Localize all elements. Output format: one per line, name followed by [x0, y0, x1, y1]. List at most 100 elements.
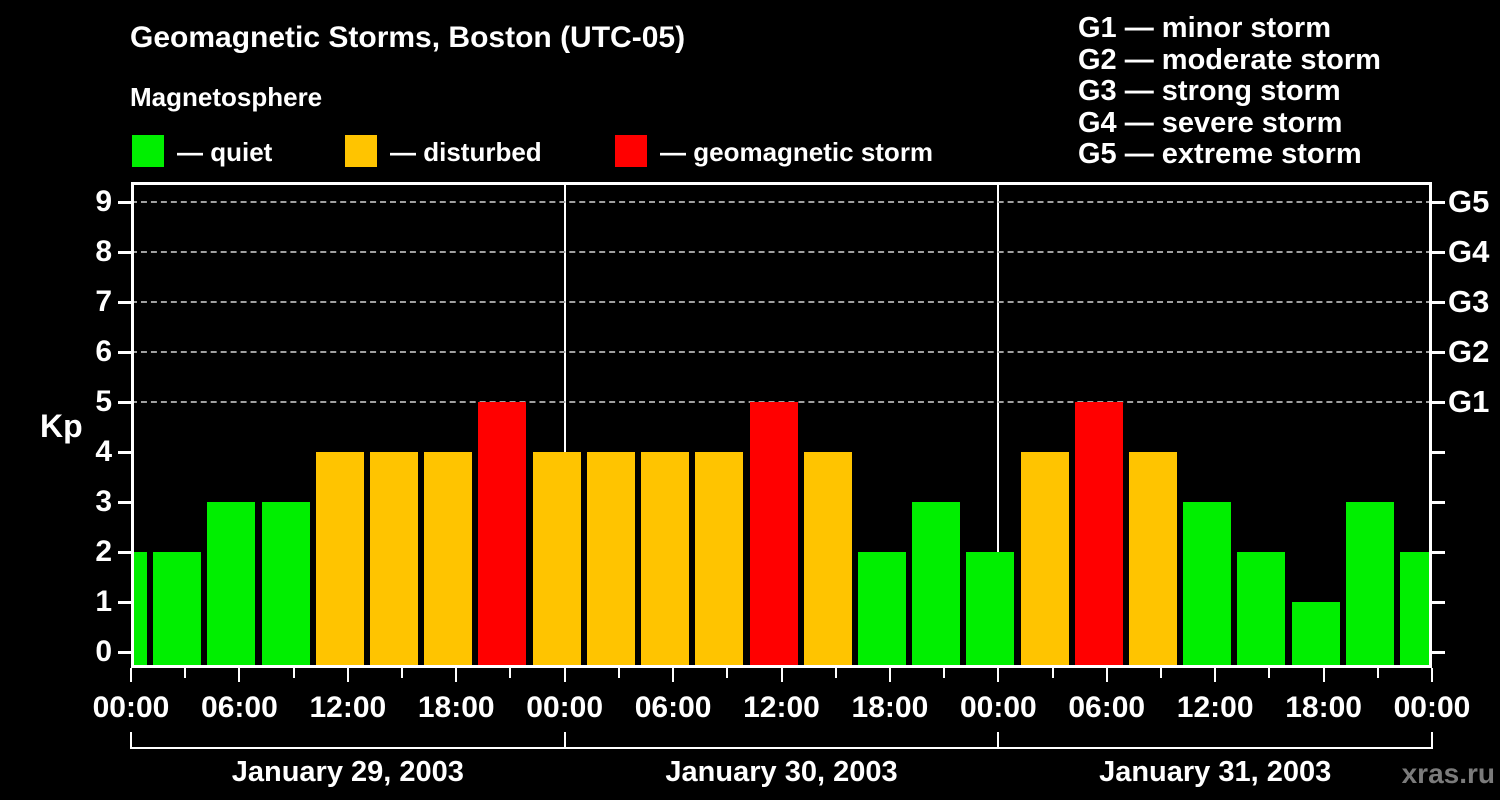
- x-axis-tick: [1431, 668, 1433, 682]
- x-axis-label: 18:00: [417, 691, 495, 724]
- x-axis-tick: [834, 668, 837, 678]
- right-axis-tick: [1432, 301, 1445, 304]
- x-axis-label: 12:00: [309, 691, 387, 724]
- kp-bar: [207, 502, 256, 668]
- right-axis-tick: [1432, 351, 1445, 354]
- x-axis-tick: [455, 668, 458, 682]
- x-axis-label: 12:00: [743, 691, 820, 724]
- x-axis-label: 00:00: [959, 691, 1037, 724]
- kp-bar: [912, 502, 961, 668]
- disturbed-legend-label: — disturbed: [390, 137, 542, 167]
- y-axis-tick: [118, 451, 131, 454]
- storm-legend-label: — geomagnetic storm: [660, 137, 934, 167]
- y-axis-title: Kp: [40, 408, 83, 444]
- kp-bar: [749, 402, 798, 668]
- disturbed-legend-swatch-icon: [345, 135, 377, 167]
- g-scale-label-g5: G5: [1448, 184, 1490, 219]
- kp-bar: [1400, 552, 1432, 668]
- kp-bar: [586, 452, 635, 668]
- x-axis-tick: [1159, 668, 1162, 678]
- x-axis-tick: [1268, 668, 1271, 678]
- x-axis-label: 00:00: [1393, 691, 1471, 724]
- kp-bar: [1074, 402, 1123, 668]
- storm-scale-line-g3: G3 — strong storm: [1078, 75, 1341, 107]
- x-axis-tick: [672, 668, 675, 682]
- right-axis-tick: [1432, 401, 1445, 404]
- y-axis-label: 2: [95, 535, 112, 568]
- g-scale-label-g4: G4: [1448, 234, 1490, 269]
- y-axis-tick: [118, 301, 131, 304]
- y-axis-label: 5: [95, 385, 112, 418]
- y-axis-tick: [118, 601, 131, 604]
- y-axis-tick: [118, 651, 131, 654]
- kp-bar: [803, 452, 852, 668]
- x-axis-label: 12:00: [1176, 691, 1254, 724]
- g-scale-label-g2: G2: [1448, 334, 1490, 369]
- right-axis-tick: [1432, 201, 1445, 204]
- storm-legend-swatch-icon: [615, 135, 647, 167]
- kp-bar: [1183, 502, 1232, 668]
- x-axis-tick: [1105, 668, 1108, 682]
- kp-bar: [1020, 452, 1069, 668]
- right-axis-tick: [1432, 251, 1445, 254]
- gridline-kp8: [131, 251, 1432, 253]
- kp-bar: [966, 552, 1015, 668]
- kp-bar: [695, 452, 744, 668]
- x-axis-label: 06:00: [201, 691, 278, 724]
- storm-scale-line-g4: G4 — severe storm: [1078, 106, 1343, 139]
- kp-bar: [261, 502, 310, 668]
- day-label: January 30, 2003: [665, 756, 898, 788]
- x-axis-label: 00:00: [92, 691, 170, 724]
- watermark: xras.ru: [1401, 758, 1495, 789]
- y-axis-label: 7: [95, 285, 112, 318]
- kp-bar: [478, 402, 527, 668]
- right-axis-tick: [1432, 651, 1445, 654]
- x-axis-tick: [943, 668, 946, 678]
- y-axis-label: 3: [95, 485, 112, 518]
- x-axis-tick: [238, 668, 241, 682]
- storm-scale-line-g1: G1 — minor storm: [1078, 12, 1331, 44]
- x-axis-tick: [726, 668, 729, 678]
- right-axis-tick: [1432, 451, 1445, 454]
- quiet-legend-label: — quiet: [177, 137, 273, 167]
- gridline-kp7: [131, 301, 1432, 303]
- quiet-legend-swatch-icon: [132, 135, 164, 167]
- y-axis-tick: [118, 201, 131, 204]
- x-axis-tick: [1051, 668, 1054, 678]
- kp-bar: [131, 552, 147, 668]
- x-axis-label: 06:00: [634, 691, 712, 724]
- x-axis-tick: [1214, 668, 1217, 682]
- x-axis-tick: [401, 668, 404, 678]
- x-axis-tick: [1322, 668, 1325, 682]
- y-axis-label: 9: [95, 185, 112, 218]
- y-axis-label: 0: [95, 635, 112, 668]
- x-axis-label: 06:00: [1068, 691, 1146, 724]
- date-bracket-line: [131, 747, 1432, 749]
- date-bracket-tick: [997, 732, 1000, 749]
- y-axis-tick: [118, 551, 131, 554]
- kp-bar: [315, 452, 364, 668]
- kp-bar: [424, 452, 473, 668]
- x-axis-tick: [563, 668, 566, 682]
- y-axis-label: 6: [95, 335, 112, 368]
- y-axis-tick: [118, 351, 131, 354]
- x-axis-tick: [997, 668, 1000, 682]
- x-axis-tick: [617, 668, 620, 678]
- date-bracket-tick: [1431, 732, 1433, 749]
- x-axis-tick: [509, 668, 512, 678]
- x-axis-label: 00:00: [526, 691, 604, 724]
- x-axis-tick: [888, 668, 891, 682]
- y-axis-tick: [118, 251, 131, 254]
- right-axis-tick: [1432, 501, 1445, 504]
- kp-bar: [532, 452, 581, 668]
- kp-bar: [1128, 452, 1177, 668]
- x-axis-tick: [130, 668, 132, 682]
- day-label: January 29, 2003: [231, 756, 464, 788]
- date-bracket-tick: [563, 732, 566, 749]
- kp-bar: [1291, 602, 1340, 668]
- x-axis-label: 18:00: [851, 691, 929, 724]
- kp-bar: [1345, 502, 1394, 668]
- y-axis-label: 1: [95, 585, 112, 618]
- storm-scale-line-g2: G2 — moderate storm: [1078, 43, 1381, 76]
